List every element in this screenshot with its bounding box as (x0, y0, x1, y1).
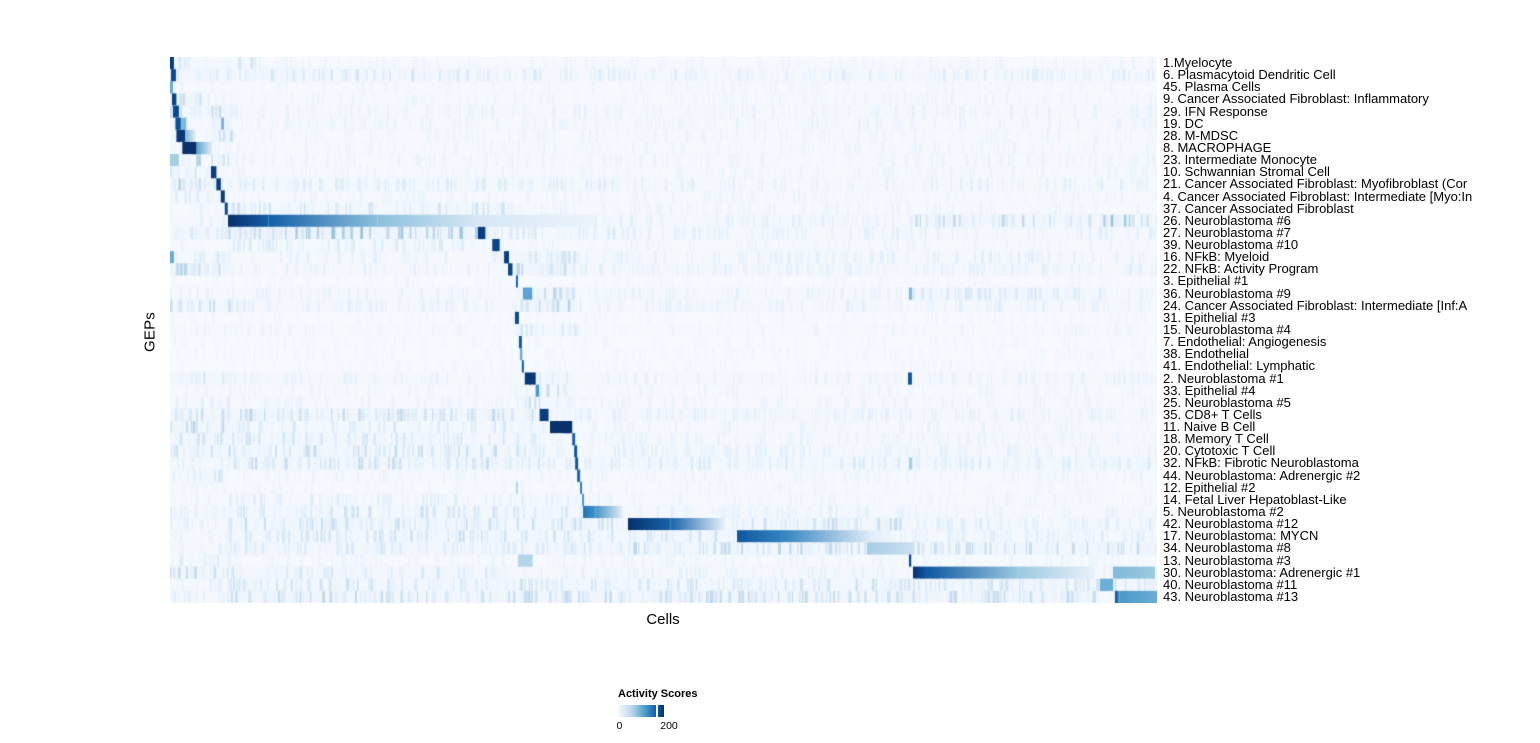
legend-title: Activity Scores (618, 688, 698, 700)
row-label: 27. Neuroblastoma #7 (1163, 224, 1291, 240)
row-label: 34. Neuroblastoma #8 (1163, 540, 1291, 556)
row-label: 19. DC (1163, 115, 1204, 131)
row-label: 9. Cancer Associated Fibroblast: Inflamm… (1163, 91, 1429, 107)
row-label: 18. Memory T Cell (1163, 431, 1269, 447)
row-label: 35. CD8+ T Cells (1163, 406, 1262, 422)
row-label: 41. Endothelial: Lymphatic (1163, 358, 1316, 374)
row-label: 42. Neuroblastoma #12 (1163, 516, 1299, 532)
row-label: 13. Neuroblastoma #3 (1163, 552, 1291, 568)
row-label: 16. NFkB: Myeloid (1163, 249, 1270, 265)
row-label: 15. Neuroblastoma #4 (1163, 322, 1291, 337)
row-label: 28. M-MDSC (1163, 127, 1239, 143)
row-label: 23. Intermediate Monocyte (1163, 152, 1317, 168)
row-label: 32. NFkB: Fibrotic Neuroblastoma (1163, 455, 1359, 471)
row-label: 6. Plasmacytoid Dendritic Cell (1163, 67, 1336, 83)
y-axis-title: GEPs (141, 312, 159, 352)
legend-max-label: 200 (660, 720, 678, 732)
row-label: 25. Neuroblastoma #5 (1163, 394, 1291, 410)
row-label: 4. Cancer Associated Fibroblast: Interme… (1163, 188, 1473, 204)
legend-gradient-bar (618, 705, 664, 717)
row-label: 31. Epithelial #3 (1163, 309, 1256, 325)
heatmap-canvas (170, 57, 1157, 603)
row-label: 8. MACROPHAGE (1163, 140, 1272, 155)
legend-min-label: 0 (616, 720, 623, 732)
row-label: 3. Epithelial #1 (1163, 273, 1249, 289)
x-axis-title: Cells (646, 611, 680, 628)
row-label: 29. IFN Response (1163, 103, 1268, 119)
legend-tick-mark (656, 705, 659, 717)
legend-labels: 0 200 (616, 720, 678, 733)
row-label: 21. Cancer Associated Fibroblast: Myofib… (1163, 176, 1468, 192)
row-label: 45. Plasma Cells (1163, 79, 1261, 95)
row-label: 11. Naive B Cell (1163, 419, 1256, 435)
row-label: 37. Cancer Associated Fibroblast (1163, 200, 1354, 216)
row-label: 12. Epithelial #2 (1163, 479, 1256, 495)
row-label: 40. Neuroblastoma #11 (1163, 576, 1298, 592)
row-label: 30. Neuroblastoma: Adrenergic #1 (1163, 564, 1361, 580)
row-label: 5. Neuroblastoma #2 (1163, 504, 1284, 519)
row-label: 7. Endothelial: Angiogenesis (1163, 334, 1327, 350)
row-label: 24. Cancer Associated Fibroblast: Interm… (1163, 297, 1468, 313)
legend: Activity Scores 0 200 (616, 688, 698, 733)
row-label: 43. Neuroblastoma #13 (1163, 588, 1299, 604)
row-label: 26. Neuroblastoma #6 (1163, 212, 1291, 228)
row-label: 39. Neuroblastoma #10 (1163, 237, 1299, 253)
row-label: 44. Neuroblastoma: Adrenergic #2 (1163, 467, 1361, 483)
row-label: 2. Neuroblastoma #1 (1163, 370, 1284, 386)
row-label: 36. Neuroblastoma #9 (1163, 285, 1291, 301)
row-label: 20. Cytotoxic T Cell (1163, 443, 1276, 459)
row-labels: 1.Myelocyte 6. Plasmacytoid Dendritic Cel… (1163, 55, 1540, 605)
row-label: 38. Endothelial (1163, 346, 1250, 362)
row-label: 33. Epithelial #4 (1163, 382, 1256, 398)
row-label: 1.Myelocyte (1163, 55, 1233, 71)
row-label: 14. Fetal Liver Hepatoblast-Like (1163, 491, 1347, 507)
row-label: 17. Neuroblastoma: MYCN (1163, 528, 1319, 544)
row-label: 10. Schwannian Stromal Cell (1163, 164, 1330, 180)
row-label: 22. NFkB: Activity Program (1163, 261, 1319, 277)
